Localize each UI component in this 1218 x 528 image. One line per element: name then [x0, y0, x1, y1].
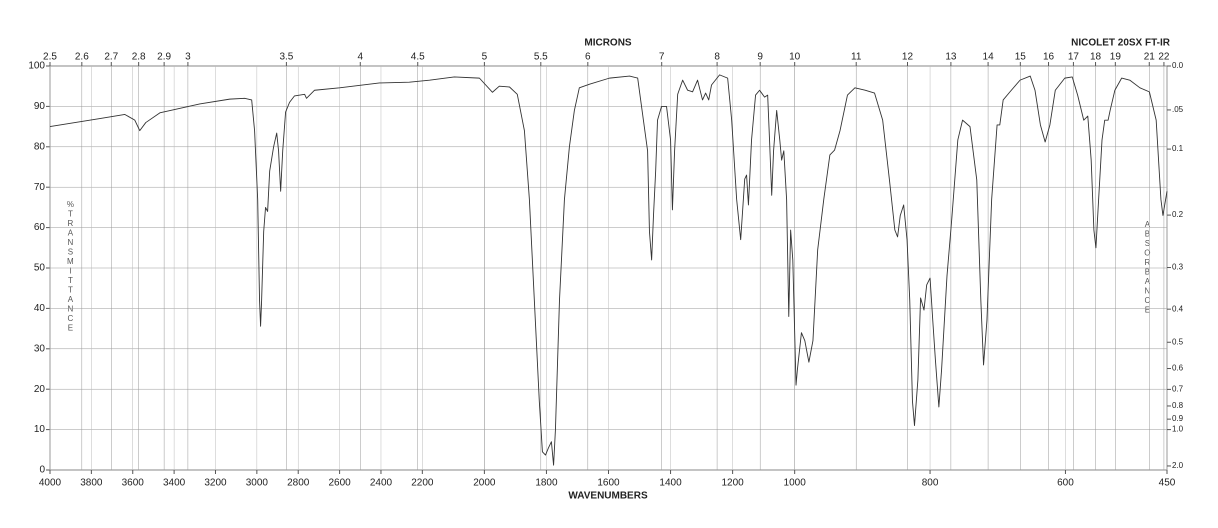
- x-tick-label: 2800: [287, 478, 310, 489]
- x2-tick-label: 17: [1068, 52, 1080, 63]
- x2-tick-label: 19: [1110, 52, 1122, 63]
- y-tick-label: 80: [34, 141, 46, 152]
- y-tick-label: 40: [34, 303, 46, 314]
- x2-tick-label: 22: [1158, 52, 1170, 63]
- y-tick-label: 60: [34, 222, 46, 233]
- x-tick-label: 2400: [370, 478, 393, 489]
- x-tick-label: 3000: [246, 478, 269, 489]
- y-tick-label: 30: [34, 343, 46, 354]
- x-tick-label: 4000: [39, 478, 62, 489]
- y-tick-label: 70: [34, 182, 46, 193]
- x2-tick-label: 2.5: [43, 52, 57, 63]
- x2-tick-label: 5: [482, 52, 488, 63]
- top-axis-title: MICRONS: [584, 38, 632, 49]
- x-tick-label: 450: [1159, 478, 1176, 489]
- y2-tick-label: .05: [1172, 105, 1184, 114]
- x2-tick-label: 21: [1144, 52, 1156, 63]
- x2-tick-label: 16: [1043, 52, 1055, 63]
- x2-tick-label: 15: [1015, 52, 1027, 63]
- y2-tick-label: 0.4: [1172, 304, 1184, 313]
- x-tick-label: 600: [1057, 478, 1074, 489]
- y-tick-label: 10: [34, 424, 46, 435]
- x2-tick-label: 13: [945, 52, 957, 63]
- x2-tick-label: 4: [357, 52, 363, 63]
- x-tick-label: 2000: [473, 478, 496, 489]
- x-tick-label: 2600: [328, 478, 351, 489]
- y-tick-label: 100: [28, 61, 45, 72]
- y2-tick-label: 0.5: [1172, 337, 1184, 346]
- x2-tick-label: 2.8: [132, 52, 146, 63]
- spectrum-line: [49, 74, 1168, 466]
- x-tick-label: 800: [922, 478, 939, 489]
- x2-tick-label: 10: [789, 52, 801, 63]
- y2-axis-title: ABSORBANCE: [1143, 220, 1152, 315]
- y2-tick-label: 1.0: [1172, 425, 1184, 434]
- x-tick-label: 1600: [597, 478, 620, 489]
- x2-tick-label: 2.9: [157, 52, 171, 63]
- x2-tick-label: 2.7: [104, 52, 118, 63]
- y-tick-label: 20: [34, 384, 46, 395]
- y2-tick-label: 0.6: [1172, 364, 1184, 373]
- x2-tick-label: 4.5: [411, 52, 425, 63]
- x2-tick-label: 8: [714, 52, 720, 63]
- x2-tick-label: 5.5: [534, 52, 548, 63]
- y2-tick-label: 2.0: [1172, 461, 1184, 470]
- x-tick-label: 1800: [535, 478, 558, 489]
- x-tick-label: 3200: [204, 478, 227, 489]
- x-tick-label: 3400: [163, 478, 186, 489]
- x-tick-label: 1400: [659, 478, 682, 489]
- y2-tick-label: 0.9: [1172, 414, 1184, 423]
- x-tick-label: 3800: [80, 478, 103, 489]
- y-tick-label: 90: [34, 101, 46, 112]
- x-tick-label: 1000: [784, 478, 807, 489]
- y2-tick-label: 0.0: [1172, 61, 1184, 70]
- x2-tick-label: 6: [585, 52, 591, 63]
- x2-tick-label: 7: [659, 52, 665, 63]
- y2-tick-label: 0.3: [1172, 263, 1184, 272]
- x-tick-label: 3600: [122, 478, 145, 489]
- y2-tick-label: 0.8: [1172, 401, 1184, 410]
- y-tick-label: 0: [39, 465, 45, 476]
- y-tick-label: 50: [34, 263, 46, 274]
- y2-tick-label: 0.7: [1172, 385, 1184, 394]
- x-axis-title: WAVENUMBERS: [568, 491, 648, 502]
- y2-tick-label: 0.2: [1172, 210, 1184, 219]
- x2-tick-label: 18: [1090, 52, 1102, 63]
- x2-tick-label: 2.6: [75, 52, 89, 63]
- x2-tick-label: 12: [902, 52, 914, 63]
- y-axis-title: %TRANSMITTANCE: [66, 200, 75, 333]
- x-tick-label: 1200: [721, 478, 744, 489]
- x-tick-label: 2200: [411, 478, 434, 489]
- x2-tick-label: 9: [757, 52, 763, 63]
- x2-tick-label: 3: [185, 52, 191, 63]
- x2-tick-label: 14: [983, 52, 995, 63]
- x2-tick-label: 11: [851, 52, 862, 63]
- y2-tick-label: 0.1: [1172, 144, 1184, 153]
- chart-title: NICOLET 20SX FT-IR: [1071, 38, 1171, 49]
- x2-tick-label: 3.5: [279, 52, 293, 63]
